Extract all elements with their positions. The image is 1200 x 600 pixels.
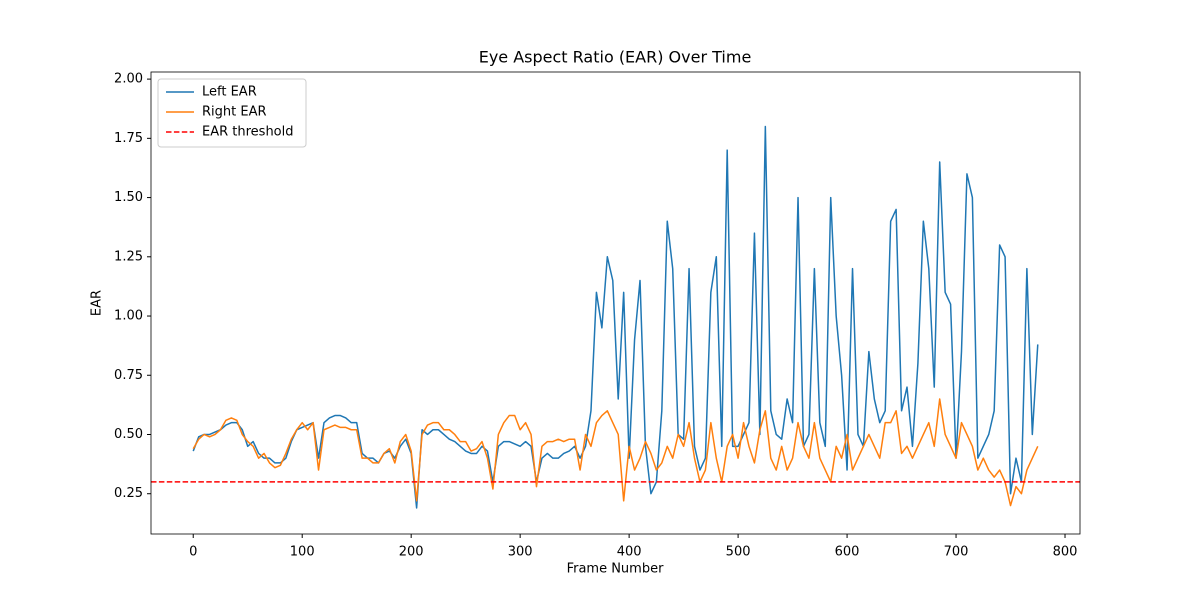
x-tick-label: 700	[944, 545, 969, 560]
legend-label: Right EAR	[202, 105, 267, 120]
legend-label: Left EAR	[202, 85, 257, 100]
legend-box	[157, 78, 307, 148]
x-axis-label: Frame Number	[567, 562, 665, 577]
chart-title: Eye Aspect Ratio (EAR) Over Time	[479, 48, 752, 67]
x-tick-label: 200	[399, 545, 424, 560]
y-tick-label: 0.25	[114, 486, 143, 501]
y-tick-label: 0.75	[114, 368, 143, 383]
y-tick-label: 1.25	[114, 249, 143, 264]
y-tick-label: 2.00	[114, 72, 143, 87]
x-tick-label: 300	[508, 545, 533, 560]
x-tick-label: 600	[835, 545, 860, 560]
y-tick-label: 1.00	[114, 309, 143, 324]
plot-area	[151, 125, 1080, 509]
y-tick-label: 0.50	[114, 427, 143, 442]
x-tick-label: 400	[617, 545, 642, 560]
series-line	[192, 398, 1039, 507]
series-line	[192, 125, 1039, 509]
x-tick-label: 0	[189, 545, 197, 560]
legend-label: EAR threshold	[202, 125, 294, 140]
y-tick-label: 1.50	[114, 190, 143, 205]
y-tick-label: 1.75	[114, 131, 143, 146]
x-tick-label: 500	[726, 545, 751, 560]
x-tick-label: 800	[1053, 545, 1078, 560]
plot-frame	[150, 71, 1081, 535]
y-axis-label: EAR	[90, 290, 105, 316]
x-tick-label: 100	[290, 545, 315, 560]
